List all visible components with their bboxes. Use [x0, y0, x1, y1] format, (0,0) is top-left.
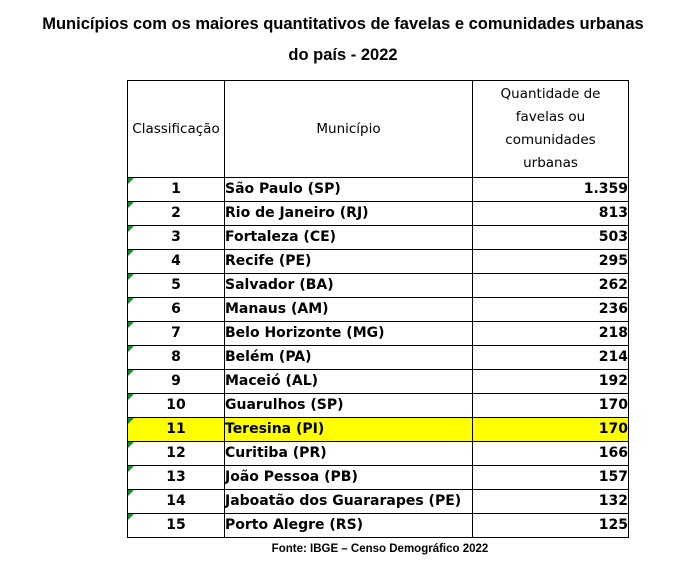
municipality-cell: Recife (PE) [224, 249, 473, 274]
quantity-cell: 295 [472, 249, 629, 274]
table-header-row: Classificação Município Quantidade de fa… [127, 80, 629, 178]
table-row: 6 Manaus (AM) 236 [127, 297, 629, 322]
rank-cell: 13 [127, 465, 225, 490]
ranking-table: Classificação Município Quantidade de fa… [127, 80, 629, 538]
rank-cell: 6 [127, 297, 225, 322]
quantity-cell: 192 [472, 369, 629, 394]
rank-cell: 15 [127, 513, 225, 538]
quantity-cell: 503 [472, 225, 629, 250]
rank-cell: 5 [127, 273, 225, 298]
table-row: 4 Recife (PE) 295 [127, 249, 629, 274]
rank-cell: 14 [127, 489, 225, 514]
table-row: 7 Belo Horizonte (MG) 218 [127, 321, 629, 346]
municipality-cell: Salvador (BA) [224, 273, 473, 298]
quantity-cell: 166 [472, 441, 629, 466]
header-quantity: Quantidade de favelas ou comunidades urb… [472, 80, 629, 178]
header-municipality: Município [224, 80, 473, 178]
municipality-cell: Belém (PA) [224, 345, 473, 370]
rank-cell: 10 [127, 393, 225, 418]
municipality-cell: Maceió (AL) [224, 369, 473, 394]
table-row: 8 Belém (PA) 214 [127, 345, 629, 370]
quantity-cell: 157 [472, 465, 629, 490]
municipality-cell: Guarulhos (SP) [224, 393, 473, 418]
municipality-cell: Manaus (AM) [224, 297, 473, 322]
rank-cell: 11 [127, 417, 225, 442]
quantity-cell: 813 [472, 201, 629, 226]
table-row: 13 João Pessoa (PB) 157 [127, 465, 629, 490]
quantity-cell: 170 [472, 417, 629, 442]
source-note: Fonte: IBGE – Censo Demográfico 2022 [271, 543, 489, 555]
municipality-cell: São Paulo (SP) [224, 177, 473, 202]
quantity-cell: 125 [472, 513, 629, 538]
table-body: 1 São Paulo (SP) 1.359 2 Rio de Janeiro (RJ)… [127, 177, 629, 538]
header-rank: Classificação [127, 80, 225, 178]
rank-cell: 12 [127, 441, 225, 466]
rank-cell: 9 [127, 369, 225, 394]
table-row-highlighted: 11 Teresina (PI) 170 [127, 417, 629, 442]
quantity-cell: 1.359 [472, 177, 629, 202]
municipality-cell: Belo Horizonte (MG) [224, 321, 473, 346]
table-row: 1 São Paulo (SP) 1.359 [127, 177, 629, 202]
table-row: 12 Curitiba (PR) 166 [127, 441, 629, 466]
rank-cell: 7 [127, 321, 225, 346]
municipality-cell: Teresina (PI) [224, 417, 473, 442]
quantity-cell: 262 [472, 273, 629, 298]
quantity-cell: 132 [472, 489, 629, 514]
rank-cell: 4 [127, 249, 225, 274]
page-title: Municípios com os maiores quantitativos … [42, 15, 644, 33]
table-row: 10 Guarulhos (SP) 170 [127, 393, 629, 418]
page-subtitle: do país - 2022 [288, 46, 398, 64]
table-row: 2 Rio de Janeiro (RJ) 813 [127, 201, 629, 226]
municipality-cell: João Pessoa (PB) [224, 465, 473, 490]
quantity-cell: 170 [472, 393, 629, 418]
table-row: 14 Jaboatão dos Guararapes (PE) 132 [127, 489, 629, 514]
table-row: 3 Fortaleza (CE) 503 [127, 225, 629, 250]
municipality-cell: Fortaleza (CE) [224, 225, 473, 250]
municipality-cell: Rio de Janeiro (RJ) [224, 201, 473, 226]
rank-cell: 1 [127, 177, 225, 202]
table-row: 15 Porto Alegre (RS) 125 [127, 513, 629, 538]
municipality-cell: Jaboatão dos Guararapes (PE) [224, 489, 473, 514]
quantity-cell: 236 [472, 297, 629, 322]
municipality-cell: Curitiba (PR) [224, 441, 473, 466]
rank-cell: 3 [127, 225, 225, 250]
table-row: 5 Salvador (BA) 262 [127, 273, 629, 298]
municipality-cell: Porto Alegre (RS) [224, 513, 473, 538]
quantity-cell: 214 [472, 345, 629, 370]
rank-cell: 8 [127, 345, 225, 370]
quantity-cell: 218 [472, 321, 629, 346]
table-row: 9 Maceió (AL) 192 [127, 369, 629, 394]
rank-cell: 2 [127, 201, 225, 226]
